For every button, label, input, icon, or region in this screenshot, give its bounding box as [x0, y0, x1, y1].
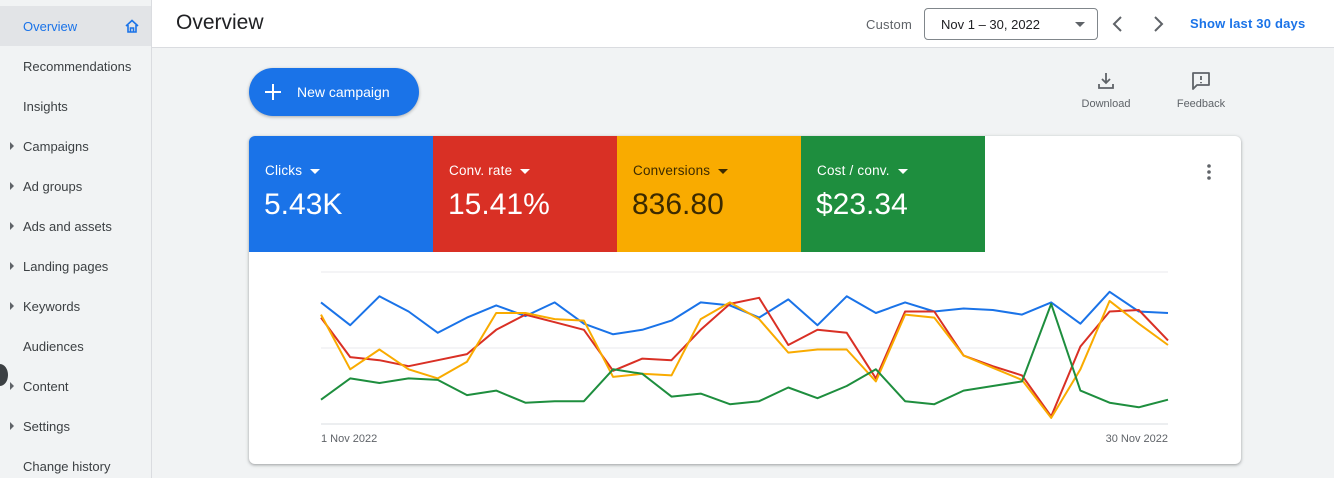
metric-tile-cost-per-conv[interactable]: Cost / conv. $23.34 [801, 136, 985, 252]
download-button[interactable]: Download [1071, 70, 1141, 110]
chevron-down-icon [520, 168, 531, 174]
metric-value: 5.43K [264, 188, 343, 221]
download-icon [1098, 73, 1114, 89]
metric-value: 15.41% [448, 188, 550, 221]
previous-period-button[interactable] [1106, 12, 1130, 36]
new-campaign-label: New campaign [297, 84, 390, 100]
sidebar-item-insights[interactable]: Insights [0, 86, 151, 126]
sidebar-item-label: Landing pages [23, 258, 109, 274]
caret-right-icon [10, 302, 14, 310]
x-axis-end-label: 30 Nov 2022 [1105, 433, 1168, 445]
series-line-1 [320, 290, 1169, 336]
show-last-30-days-link[interactable]: Show last 30 days [1190, 16, 1306, 31]
metric-label-text: Conv. rate [449, 163, 513, 178]
sidebar: Overview Recommendations Insights Campaigns… [0, 0, 152, 478]
sidebar-item-label: Change history [23, 458, 111, 474]
sidebar-item-campaigns[interactable]: Campaigns [0, 126, 151, 166]
sidebar-item-content[interactable]: Content [0, 366, 151, 406]
metric-label-text: Clicks [265, 163, 303, 178]
sidebar-item-label: Ads and assets [23, 218, 112, 234]
sidebar-item-label: Ad groups [23, 178, 83, 194]
next-period-button[interactable] [1146, 12, 1170, 36]
sidebar-item-label: Settings [23, 418, 70, 434]
metric-label-text: Cost / conv. [817, 163, 890, 178]
feedback-button[interactable]: Feedback [1166, 70, 1236, 110]
new-campaign-button[interactable]: New campaign [249, 68, 419, 116]
sidebar-item-change-history[interactable]: Change history [0, 446, 151, 478]
sidebar-item-keywords[interactable]: Keywords [0, 286, 151, 326]
date-range-select[interactable]: Nov 1 – 30, 2022 [924, 8, 1098, 40]
caret-right-icon [10, 182, 14, 190]
sidebar-item-audiences[interactable]: Audiences [0, 326, 151, 366]
feedback-label: Feedback [1176, 98, 1226, 110]
series-line-3 [320, 299, 1169, 419]
sidebar-item-label: Campaigns [23, 138, 89, 154]
more-options-icon[interactable] [1199, 162, 1219, 182]
metric-value: 836.80 [632, 188, 724, 221]
chevron-down-icon [310, 168, 321, 174]
metric-value: $23.34 [816, 188, 908, 221]
sidebar-item-label: Audiences [23, 338, 84, 354]
sidebar-item-ad-groups[interactable]: Ad groups [0, 166, 151, 206]
header-bar: Overview Custom Nov 1 – 30, 2022 Show la… [152, 0, 1334, 48]
caret-right-icon [10, 382, 14, 390]
page-title: Overview [176, 11, 264, 34]
performance-card: Clicks 5.43K Conv. rate 15.41% Conversio… [249, 136, 1241, 464]
feedback-icon [1192, 72, 1210, 90]
chevron-down-icon [897, 168, 908, 174]
sidebar-item-recommendations[interactable]: Recommendations [0, 46, 151, 86]
sidebar-item-ads-and-assets[interactable]: Ads and assets [0, 206, 151, 246]
sidebar-item-label: Recommendations [23, 58, 132, 74]
sidebar-item-landing-pages[interactable]: Landing pages [0, 246, 151, 286]
sidebar-item-overview[interactable]: Overview [0, 6, 151, 46]
metric-label: Conversions [633, 163, 729, 178]
download-label: Download [1081, 98, 1131, 110]
sidebar-item-label: Overview [23, 18, 78, 34]
metric-label: Clicks [265, 163, 321, 178]
home-icon [125, 19, 139, 33]
sidebar-item-label: Keywords [23, 298, 81, 314]
sidebar-item-settings[interactable]: Settings [0, 406, 151, 446]
metric-tile-conversions[interactable]: Conversions 836.80 [617, 136, 801, 252]
sidebar-collapse-handle[interactable] [0, 364, 8, 386]
sidebar-item-label: Insights [23, 98, 68, 114]
chevron-down-icon [1075, 22, 1085, 27]
date-range-type-label: Custom [866, 17, 912, 32]
caret-right-icon [10, 142, 14, 150]
series-line-4 [320, 302, 1169, 409]
metric-tile-clicks[interactable]: Clicks 5.43K [249, 136, 433, 252]
metric-tile-conv-rate[interactable]: Conv. rate 15.41% [433, 136, 617, 252]
date-range-value: Nov 1 – 30, 2022 [941, 16, 1041, 32]
metric-label: Conv. rate [449, 163, 531, 178]
series-line-2 [320, 296, 1169, 418]
metric-label-text: Conversions [633, 163, 711, 178]
sidebar-item-label: Content [23, 378, 69, 394]
x-axis-start-label: 1 Nov 2022 [321, 433, 378, 445]
caret-right-icon [10, 262, 14, 270]
caret-right-icon [10, 222, 14, 230]
chevron-down-icon [718, 168, 729, 174]
plus-icon [265, 84, 281, 100]
metric-label: Cost / conv. [817, 163, 908, 178]
caret-right-icon [10, 422, 14, 430]
performance-line-chart [320, 271, 1169, 425]
